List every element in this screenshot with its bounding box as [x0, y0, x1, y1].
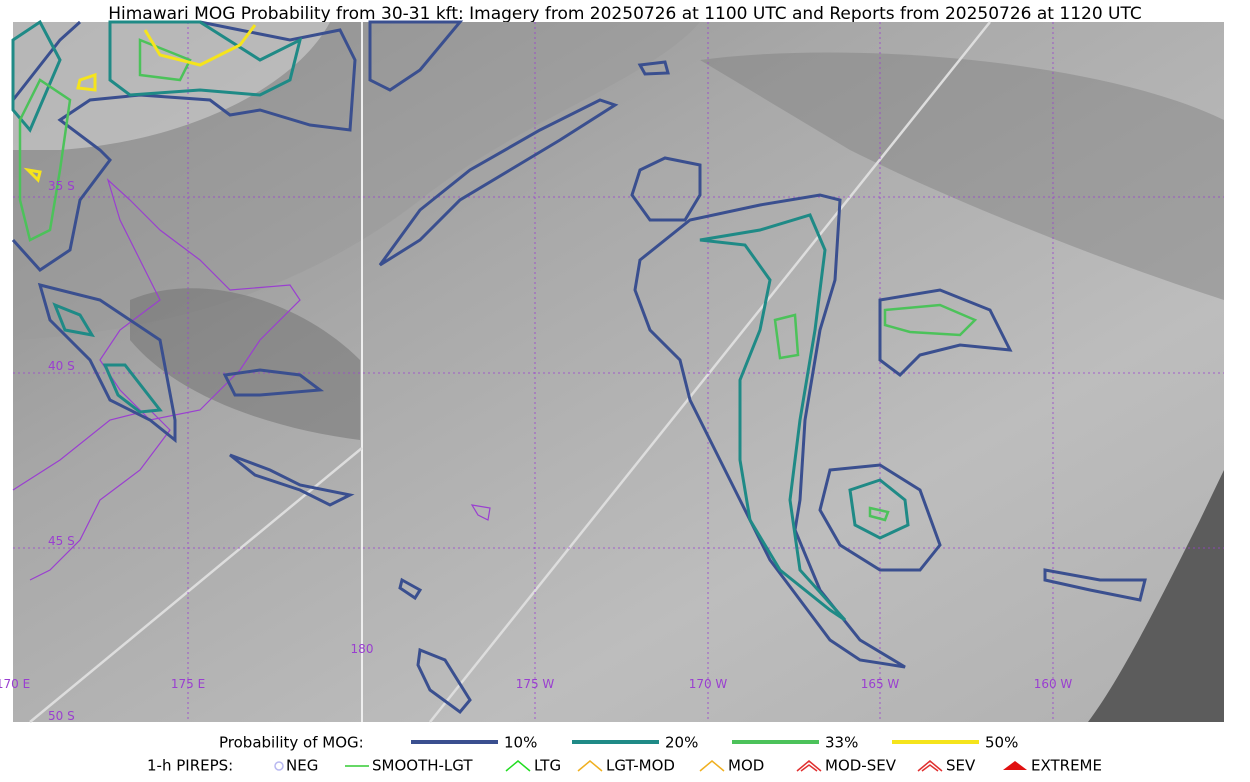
legend-label: 20% [665, 734, 698, 752]
lon-label: 170 W [689, 677, 728, 691]
legend-label: MOD [728, 757, 764, 775]
legend-icon [917, 760, 943, 772]
contour-10 [229, 453, 355, 507]
contour-33 [773, 313, 800, 360]
legend-label: NEG [286, 757, 318, 775]
legend-label: SMOOTH-LGT [372, 757, 473, 775]
lon-label: 165 W [861, 677, 900, 691]
lon-label: 170 E [0, 677, 30, 691]
legend-icon [1003, 761, 1027, 770]
legend-icon [796, 760, 822, 772]
title: Himawari MOG Probability from 30-31 kft:… [108, 4, 1142, 24]
lat-label: 35 S [48, 179, 75, 193]
legend: Probability of MOG: 1-h PIREPS: 10% 20% 33… [147, 734, 1102, 775]
legend-icon [577, 760, 603, 772]
legend-label: MOD-SEV [825, 757, 897, 775]
contour-20 [848, 478, 910, 540]
lat-label: 40 S [48, 359, 75, 373]
contour-10 [878, 288, 1013, 377]
contour-33 [868, 506, 890, 522]
dark-region [130, 288, 360, 440]
legend-icon [699, 760, 725, 772]
contour-10 [378, 98, 619, 267]
contour-10 [37, 282, 177, 444]
legend-title: Probability of MOG: [219, 734, 364, 752]
no-data [1088, 470, 1224, 722]
dark-band [700, 52, 1224, 300]
contour-10 [1043, 568, 1147, 602]
swath-edge [429, 21, 991, 723]
contour-20 [699, 213, 847, 622]
lat-label: 50 S [48, 709, 75, 723]
legend-label: SEV [946, 757, 976, 775]
contour-20 [11, 19, 303, 133]
legend-label: 33% [825, 734, 858, 752]
contour-10 [398, 577, 423, 601]
lon-label: 175 E [171, 677, 205, 691]
coastline [99, 178, 301, 421]
contour-10 [818, 463, 942, 572]
contour-10 [633, 193, 906, 669]
contour-20 [52, 302, 95, 338]
contour-10 [11, 20, 357, 272]
legend-label: LTG [534, 757, 561, 775]
graticule [13, 22, 1224, 722]
contour-10 [368, 20, 464, 92]
contour-10 [416, 647, 472, 715]
contour-20 [102, 363, 163, 414]
lat-label: 45 S [48, 534, 75, 548]
lon-label: 175 W [516, 677, 555, 691]
legend-label: 50% [985, 734, 1018, 752]
contours [11, 19, 1147, 715]
contour-50 [23, 24, 257, 183]
legend-label: 10% [504, 734, 537, 752]
legend-icon [274, 761, 284, 771]
lon-label: 160 W [1034, 677, 1073, 691]
legend-label: LGT-MOD [606, 757, 675, 775]
coastline [12, 409, 171, 581]
legend-title: 1-h PIREPS: [147, 757, 233, 775]
contour-33 [18, 38, 192, 242]
legend-label: EXTREME [1031, 757, 1102, 775]
legend-icon [505, 760, 531, 772]
contour-10 [630, 156, 702, 222]
contour-33 [883, 303, 978, 337]
lon-label: 180 [351, 642, 374, 656]
map: 35 S 40 S 45 S 50 S 170 E 175 E 180 175 … [0, 19, 1224, 723]
contour-10 [222, 368, 325, 397]
coastline [470, 504, 491, 521]
contour-10 [637, 60, 670, 76]
